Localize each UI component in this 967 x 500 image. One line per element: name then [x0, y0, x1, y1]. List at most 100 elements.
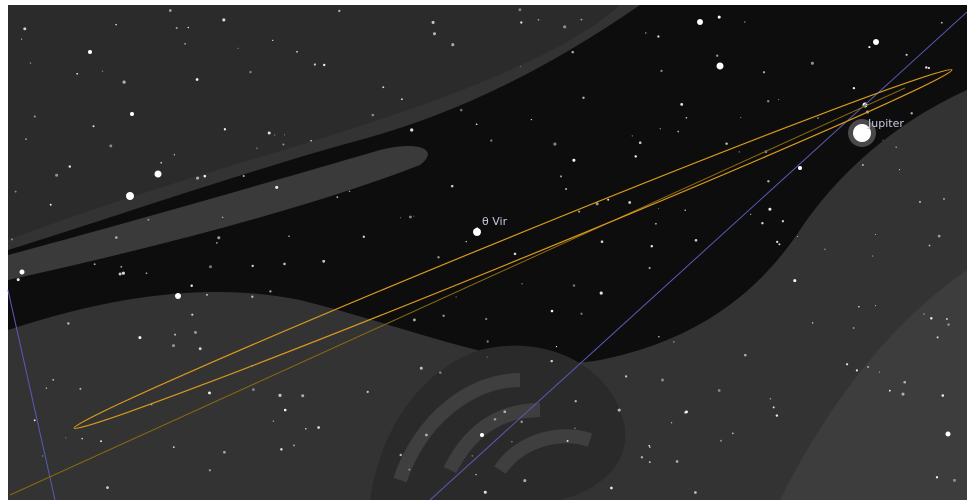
star: [649, 446, 651, 448]
star: [475, 123, 478, 126]
star: [483, 490, 487, 494]
star: [645, 32, 647, 34]
star: [49, 203, 52, 206]
star: [206, 293, 208, 296]
star: [10, 238, 13, 241]
star: [431, 20, 435, 24]
star: [878, 371, 880, 373]
star: [425, 433, 428, 437]
star: [793, 279, 797, 283]
star: [272, 39, 274, 42]
star: [55, 173, 59, 177]
star: [937, 234, 941, 238]
star: [282, 143, 285, 146]
planet-label: Jupiter: [867, 117, 904, 130]
star: [184, 43, 186, 45]
star: [935, 476, 939, 479]
star-field: [10, 8, 957, 494]
star: [768, 207, 772, 211]
star: [42, 455, 44, 457]
star: [607, 198, 610, 201]
star: [947, 323, 950, 326]
star: [778, 99, 780, 101]
star: [52, 379, 54, 381]
star: [725, 142, 728, 145]
star: [761, 222, 764, 225]
star: [599, 291, 603, 295]
star: [846, 363, 849, 366]
star: [572, 158, 576, 162]
star: [694, 238, 698, 242]
star: [658, 208, 660, 210]
star: [280, 448, 283, 451]
star: [762, 71, 766, 74]
star: [175, 293, 181, 299]
star: [523, 479, 527, 483]
star: [521, 283, 523, 285]
star: [172, 344, 175, 348]
star: [485, 317, 488, 321]
star: [172, 446, 175, 448]
star: [366, 390, 369, 394]
star: [160, 161, 163, 164]
star: [208, 265, 213, 269]
star: [283, 408, 287, 412]
star: [930, 317, 933, 320]
star: [101, 70, 104, 72]
star: [513, 252, 517, 256]
star: [208, 391, 211, 395]
star: [400, 217, 402, 219]
star: [222, 18, 226, 22]
star: [274, 134, 276, 136]
star: [174, 333, 177, 336]
star: [100, 440, 102, 443]
star: [301, 394, 305, 398]
star: [740, 116, 742, 119]
star: [657, 35, 660, 38]
star: [580, 18, 583, 21]
star: [93, 263, 96, 266]
star: [640, 456, 644, 459]
star: [867, 365, 870, 369]
star: [223, 450, 226, 454]
star: [638, 141, 642, 145]
star: [292, 444, 296, 447]
star: [486, 356, 488, 358]
star: [781, 220, 785, 223]
star: [486, 340, 489, 343]
star: [631, 135, 633, 137]
star: [772, 406, 775, 409]
ecliptic-line: [9, 87, 906, 496]
star: [719, 439, 723, 442]
star: [578, 210, 581, 213]
star: [520, 66, 522, 68]
star: [92, 125, 95, 128]
star: [634, 155, 637, 158]
star: [503, 410, 507, 414]
dark-sky-region: [8, 5, 967, 363]
star: [408, 468, 411, 471]
star: [565, 187, 568, 191]
star: [943, 198, 945, 200]
star: [685, 410, 688, 414]
star: [778, 243, 781, 246]
orbit: [73, 68, 953, 430]
star: [81, 437, 83, 440]
star: [918, 200, 922, 203]
star: [400, 98, 403, 101]
star: [617, 408, 621, 412]
star: [251, 295, 254, 298]
star: [574, 427, 576, 430]
star: [322, 259, 326, 263]
star: [19, 269, 25, 275]
star: [910, 112, 913, 115]
star: [858, 305, 860, 308]
star: [767, 180, 770, 183]
star: [313, 63, 317, 66]
star: [697, 19, 703, 25]
star: [33, 115, 36, 118]
star: [362, 235, 365, 238]
star: [684, 209, 686, 211]
grid-line: [7, 289, 56, 500]
star: [251, 264, 254, 268]
